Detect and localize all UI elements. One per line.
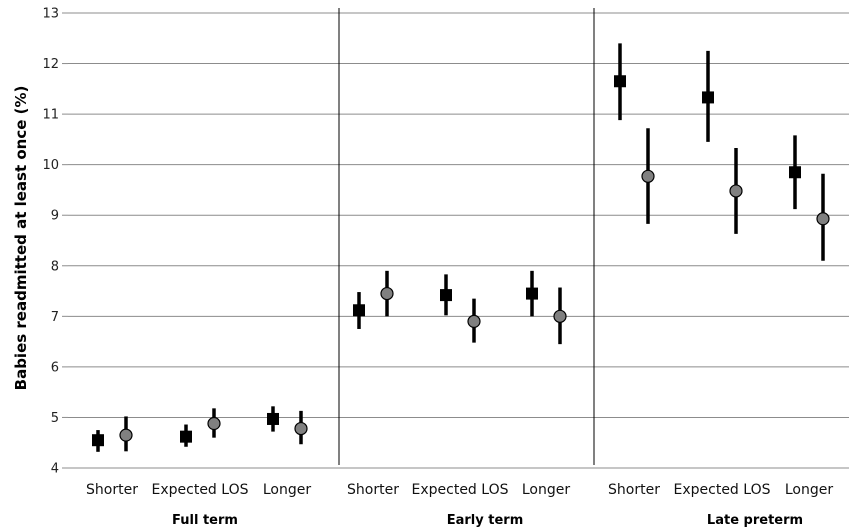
data-point-square xyxy=(353,304,365,317)
data-point-square xyxy=(526,287,538,300)
x-category-label: Longer xyxy=(263,482,311,498)
x-group-label: Late preterm xyxy=(707,513,803,528)
data-point-circle xyxy=(380,286,394,301)
data-point-circle xyxy=(553,309,567,323)
x-category-label: Shorter xyxy=(347,482,399,498)
y-tick-label: 13 xyxy=(42,7,59,22)
data-point-square xyxy=(92,434,104,447)
x-category-label: Longer xyxy=(522,482,570,498)
x-category-label: Expected LOS xyxy=(674,482,771,498)
data-point-square xyxy=(440,289,452,302)
y-tick-label: 5 xyxy=(51,411,59,426)
y-tick-label: 10 xyxy=(42,158,59,173)
data-point-circle xyxy=(207,416,221,431)
data-point-square xyxy=(702,91,714,104)
data-point-circle xyxy=(641,169,655,183)
x-category-label: Shorter xyxy=(608,482,660,498)
data-point-circle xyxy=(816,212,830,226)
y-tick-label: 12 xyxy=(42,57,59,72)
x-category-label: Expected LOS xyxy=(412,482,509,498)
x-group-label: Early term xyxy=(447,513,524,528)
gridlines xyxy=(62,12,849,469)
y-axis-ticks: 4 5 6 7 8 9 10 11 12 13 xyxy=(42,7,59,477)
data-point-square xyxy=(614,75,626,88)
y-tick-label: 7 xyxy=(51,310,59,325)
y-tick-label: 4 xyxy=(51,462,59,477)
data-point-circle xyxy=(729,184,743,198)
x-category-label: Longer xyxy=(785,482,833,498)
data-point-square xyxy=(180,430,192,443)
data-point-square xyxy=(789,166,801,179)
x-axis-labels: Shorter Expected LOS Longer Full term Shorte… xyxy=(86,482,833,528)
y-tick-label: 11 xyxy=(42,108,59,123)
x-group-label: Full term xyxy=(172,513,238,528)
data-marks xyxy=(92,43,830,452)
data-point-circle xyxy=(294,421,308,436)
group-separators xyxy=(338,8,595,465)
data-point-square xyxy=(267,412,279,425)
data-point-circle xyxy=(467,314,481,328)
data-point-circle xyxy=(119,428,133,442)
y-tick-label: 6 xyxy=(51,360,59,375)
x-category-label: Shorter xyxy=(86,482,138,498)
y-tick-label: 9 xyxy=(51,209,59,224)
x-category-label: Expected LOS xyxy=(152,482,249,498)
y-tick-label: 8 xyxy=(51,259,59,274)
y-axis-title: Babies readmitted at least once (%) xyxy=(12,86,30,391)
